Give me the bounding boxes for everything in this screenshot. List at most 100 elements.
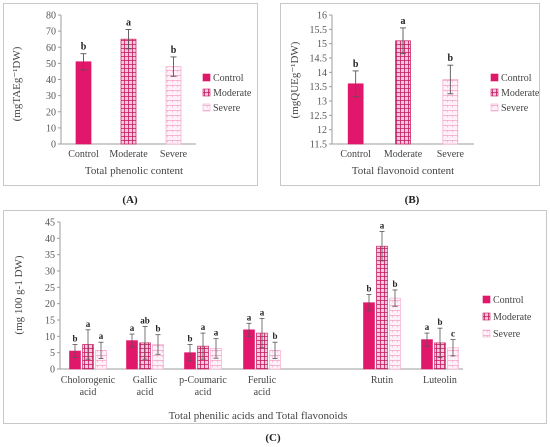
panel-c-bar <box>389 297 401 370</box>
panel-a-x-tick-label: Control <box>68 149 99 160</box>
panel-b-y-tick-label: 12 <box>317 125 327 136</box>
panel-a-y-tick-label: 80 <box>46 11 56 22</box>
panel-c-significance-letter: b <box>72 334 77 344</box>
panel-c-significance-letter: a <box>130 323 135 333</box>
panel-a-x-tick-label: Severe <box>160 149 188 160</box>
panel-c-significance-letter: a <box>86 319 91 329</box>
panel-b-x-tick-label: Severe <box>437 149 465 160</box>
panel-a-ylabel: (mgTAEg⁻¹DW) <box>11 46 23 121</box>
panel-c-legend-label: Severe <box>493 329 521 340</box>
panel-b-x-tick-label: Moderate <box>384 149 423 160</box>
panel-b-tag: (B) <box>405 194 420 206</box>
panel-c-x-tick-label: acid <box>195 387 212 398</box>
panel-c-y-tick-label: 35 <box>45 250 55 261</box>
panel-a-bar <box>120 38 137 145</box>
panel-c-significance-letter: b <box>437 317 442 327</box>
panel-c-x-tick-label: acid <box>254 387 271 398</box>
panel-a-significance-letter: b <box>81 42 87 53</box>
panel-b-significance-letter: b <box>353 59 359 70</box>
panel-a-significance-letter: a <box>126 18 131 29</box>
panel-a-legend-swatch <box>202 103 211 112</box>
panel-a-y-tick-label: 60 <box>46 43 56 54</box>
panel-b-legend-label: Control <box>501 73 532 84</box>
panel-c-significance-letter: a <box>425 322 430 332</box>
panel-a-bar <box>165 66 182 145</box>
panel-a-bar <box>75 61 92 145</box>
panel-c-xlabel: Total phenilic acids and Total flavonoid… <box>169 410 348 422</box>
panel-a-xlabel: Total phenolic content <box>85 165 183 177</box>
panel-c-y-tick-label: 40 <box>45 234 55 245</box>
panel-c-legend-label: Moderate <box>493 312 532 323</box>
panel-c-significance-letter: a <box>260 307 265 317</box>
panel-b-significance-letter: b <box>448 53 454 64</box>
panel-a-legend-label: Control <box>213 73 244 84</box>
panel-b-significance-letter: a <box>401 16 406 27</box>
panel-c-significance-letter: a <box>99 331 104 341</box>
panel-c-significance-letter: c <box>451 329 455 339</box>
panel-b-x-tick-label: Control <box>340 149 371 160</box>
panel-b-y-tick-label: 12.5 <box>310 111 328 122</box>
panel-a-legend-label: Moderate <box>213 88 252 99</box>
panel-a-y-tick-label: 0 <box>51 140 56 151</box>
panel-c-significance-letter: a <box>214 328 219 338</box>
panel-c-bar <box>363 302 375 370</box>
panel-a-significance-letter: b <box>171 45 177 56</box>
panel-c-tag: (C) <box>265 432 281 444</box>
panel-a-legend-label: Severe <box>213 103 241 114</box>
panel-a-legend-swatch <box>202 88 211 97</box>
panel-b-y-tick-label: 16 <box>317 11 327 22</box>
panel-b-legend-swatch <box>490 73 499 82</box>
panel-a-y-tick-label: 20 <box>46 107 56 118</box>
panel-b-y-tick-label: 11.5 <box>310 140 327 151</box>
panel-c-significance-letter: a <box>380 220 385 230</box>
panel-c-significance-letter: a <box>201 322 206 332</box>
panel-c-y-tick-label: 45 <box>45 218 55 229</box>
panel-a-x-tick-label: Moderate <box>109 149 148 160</box>
panel-b-legend-label: Moderate <box>501 88 540 99</box>
panel-c-bar <box>376 245 388 370</box>
panel-c-x-tick-label: Luteolin <box>423 375 457 386</box>
panel-c-x-tick-label: Ferulic <box>248 375 277 386</box>
panel-b-y-tick-label: 15 <box>317 39 327 50</box>
panel-c-x-tick-label: p-Coumaric <box>179 375 227 386</box>
panel-b-y-tick-label: 15.5 <box>310 25 328 36</box>
panel-c-legend-swatch <box>482 329 491 338</box>
panel-c-significance-letter: b <box>272 331 277 341</box>
panel-a-y-tick-label: 10 <box>46 123 56 134</box>
panel-c-x-tick-label: acid <box>137 387 154 398</box>
panel-c-y-tick-label: 30 <box>45 267 55 278</box>
panel-b-ylabel: (mgQUEg⁻¹DW) <box>289 41 301 118</box>
panel-c-ylabel: (mg 100 g-1 DW) <box>13 255 25 334</box>
panel-a-y-tick-label: 70 <box>46 27 56 38</box>
panel-c-significance-letter: b <box>155 324 160 334</box>
panel-b-y-tick-label: 13 <box>317 97 327 108</box>
panel-c-x-tick-label: acid <box>80 387 97 398</box>
panel-b-bar <box>395 40 411 145</box>
panel-c-legend-swatch <box>482 295 491 304</box>
panel-c-y-tick-label: 15 <box>45 316 55 327</box>
panel-a-y-tick-label: 50 <box>46 59 56 70</box>
panel-c-legend-swatch <box>482 312 491 321</box>
panel-b-xlabel: Total flavonoid content <box>352 165 454 177</box>
panel-b-legend-swatch <box>490 88 499 97</box>
panel-c-x-tick-label: Rutin <box>371 375 393 386</box>
panel-a-y-tick-label: 40 <box>46 75 56 86</box>
panel-b-plot: 11.5 12 12.5 13 13.5 14 14.5 15 15.5 16 b Control a M… <box>310 11 540 161</box>
panel-b-legend-label: Severe <box>501 103 529 114</box>
panel-c-significance-letter: b <box>392 279 397 289</box>
panel-c-y-tick-label: 20 <box>45 299 55 310</box>
panel-c-y-tick-label: 5 <box>50 348 55 359</box>
panel-c-significance-letter: a <box>247 312 252 322</box>
panel-a-legend-swatch <box>202 73 211 82</box>
panel-c-y-tick-label: 0 <box>50 365 55 376</box>
panel-b-y-tick-label: 14 <box>317 68 327 79</box>
panel-c-significance-letter: b <box>187 334 192 344</box>
panel-b-y-tick-label: 14.5 <box>310 54 328 65</box>
panel-a-plot: 0 10 20 30 40 50 60 70 80 b Control a Moderate b Sever… <box>46 11 252 161</box>
panel-c-x-tick-label: Gallic <box>133 375 158 386</box>
panel-c-significance-letter: ab <box>140 316 150 326</box>
panel-c-legend-label: Control <box>493 295 524 306</box>
panel-c-significance-letter: b <box>366 284 371 294</box>
